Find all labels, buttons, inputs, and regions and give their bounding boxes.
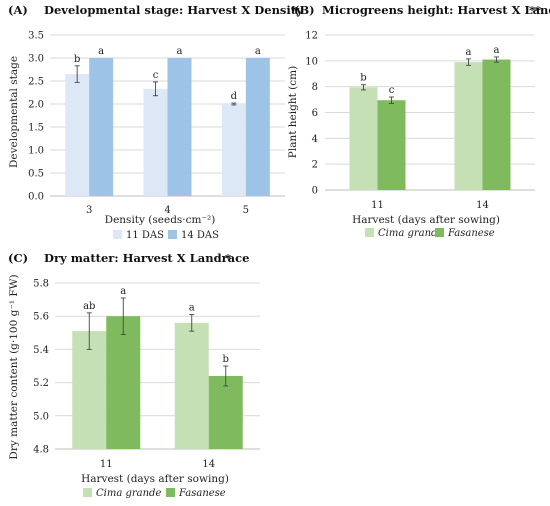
legend-label: Fasanese xyxy=(447,228,495,239)
bar xyxy=(482,59,511,190)
significance-letter: c xyxy=(389,85,395,96)
y-tick-label: 5.6 xyxy=(33,312,49,323)
y-tick-label: 5.0 xyxy=(33,411,49,422)
significance-letter: b xyxy=(360,73,366,84)
legend-swatch xyxy=(435,228,444,237)
panel-c-xlabel: Harvest (days after sowing) xyxy=(81,473,229,485)
y-tick-label: 0 xyxy=(312,186,318,197)
legend-label: 14 DAS xyxy=(181,230,219,241)
significance-letter: c xyxy=(153,70,159,81)
panel-c-title: Dry matter: Harvest X Landrace xyxy=(44,251,249,265)
y-tick-label: 5.2 xyxy=(33,378,49,389)
bar xyxy=(349,87,378,190)
panel-c-ylabel: Dry matter content (g·100 g⁻¹ FW) xyxy=(8,274,20,459)
panel-b-microgreens-height: (B) Microgreens height: Harvest X Landra… xyxy=(287,3,550,239)
panel-b-ylabel: Plant height (cm) xyxy=(287,66,299,158)
panel-a-developmental-stage: (A) Developmental stage: Harvest X Densi… xyxy=(8,3,303,241)
bar xyxy=(454,62,483,190)
y-tick-label: 0.0 xyxy=(28,192,44,203)
legend-label: Cima grande xyxy=(96,488,161,499)
y-tick-label: 6 xyxy=(312,108,318,119)
x-tick-label: 5 xyxy=(243,205,249,216)
significance-letter: a xyxy=(98,46,104,57)
panel-a-label: (A) xyxy=(8,3,28,17)
y-tick-label: 12 xyxy=(305,31,318,42)
panel-b-legend: Cima grande Fasanese xyxy=(365,228,495,239)
significance-letter: a xyxy=(120,286,126,297)
bar xyxy=(65,74,90,196)
panel-b-significance: ** xyxy=(529,3,541,17)
significance-letter: a xyxy=(494,45,500,56)
y-tick-label: 8 xyxy=(312,82,318,93)
bar xyxy=(106,316,141,449)
legend-label: Cima grande xyxy=(378,228,443,239)
significance-letter: d xyxy=(231,91,238,102)
legend-label: 11 DAS xyxy=(126,230,164,241)
x-tick-label: 3 xyxy=(86,205,92,216)
bar xyxy=(72,331,107,449)
panel-a-plot: 0.0 0.5 1.0 1.5 2.0 2.5 3.0 3.5 b a 3 c a 4 d a 5 xyxy=(28,31,285,216)
panel-b-plot: 0 2 4 6 8 10 12 b c 11 a a 14 xyxy=(305,31,535,211)
y-tick-label: 3.5 xyxy=(28,31,44,42)
bar xyxy=(143,88,168,196)
y-tick-label: 1.0 xyxy=(28,146,44,157)
bar xyxy=(221,104,246,196)
panel-c-label: (C) xyxy=(8,251,28,265)
y-tick-label: 5.8 xyxy=(33,279,49,290)
panel-b-label: (B) xyxy=(294,3,315,17)
x-tick-label: 11 xyxy=(371,200,384,211)
panel-c-legend: Cima grande Fasanese xyxy=(83,488,226,499)
significance-letter: b xyxy=(223,354,229,365)
y-tick-label: 1.5 xyxy=(28,123,44,134)
legend-swatch xyxy=(168,230,177,239)
y-tick-label: 2.0 xyxy=(28,100,44,111)
significance-letter: ab xyxy=(83,301,95,312)
x-tick-label: 4 xyxy=(164,205,170,216)
significance-letter: a xyxy=(255,46,261,57)
y-tick-label: 2.5 xyxy=(28,77,44,88)
y-tick-label: 4 xyxy=(312,134,318,145)
panel-c-dry-matter: (C) Dry matter: Harvest X Landrace * 4.8… xyxy=(8,251,260,499)
bar xyxy=(208,375,243,449)
significance-letter: a xyxy=(189,303,195,314)
y-tick-label: 0.5 xyxy=(28,169,44,180)
y-tick-label: 3.0 xyxy=(28,54,44,65)
panel-a-xlabel: Density (seeds·cm⁻²) xyxy=(105,214,216,226)
significance-letter: b xyxy=(74,54,80,65)
y-tick-label: 10 xyxy=(305,56,318,67)
bar xyxy=(89,58,114,196)
x-tick-label: 14 xyxy=(476,200,489,211)
bar xyxy=(377,100,406,190)
panel-a-legend: 11 DAS 14 DAS xyxy=(113,230,219,241)
panel-a-significance: * xyxy=(291,3,297,17)
panel-a-title: Developmental stage: Harvest X Density xyxy=(44,3,303,17)
panel-b-xlabel: Harvest (days after sowing) xyxy=(352,214,500,226)
bar xyxy=(167,58,192,196)
significance-letter: a xyxy=(466,47,472,58)
legend-swatch xyxy=(83,488,92,497)
y-tick-label: 4.8 xyxy=(33,445,49,456)
bar xyxy=(245,58,270,196)
legend-swatch xyxy=(113,230,122,239)
x-tick-label: 11 xyxy=(100,459,113,470)
panel-b-title: Microgreens height: Harvest X Landrace xyxy=(322,3,550,17)
legend-swatch xyxy=(365,228,374,237)
panel-c-significance: * xyxy=(225,251,231,265)
significance-letter: a xyxy=(177,46,183,57)
legend-swatch xyxy=(166,488,175,497)
legend-label: Fasanese xyxy=(178,488,226,499)
bar xyxy=(174,322,209,449)
y-tick-label: 5.4 xyxy=(33,345,49,356)
panel-a-ylabel: Developmental stage xyxy=(8,56,20,168)
x-tick-label: 14 xyxy=(202,459,215,470)
y-tick-label: 2 xyxy=(312,160,318,171)
